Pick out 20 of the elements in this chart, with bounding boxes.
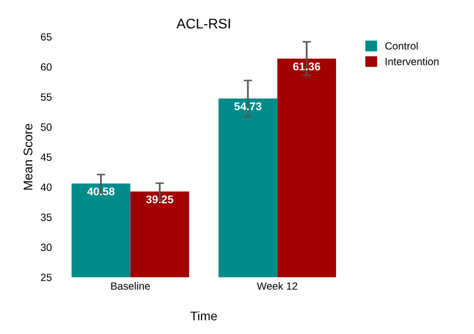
data-label: 54.73	[234, 102, 262, 110]
y-tick-label: 55	[40, 93, 52, 101]
y-tick-label: 25	[40, 274, 52, 282]
data-label: 39.25	[146, 195, 174, 204]
y-tick-label: 65	[40, 33, 52, 41]
y-tick-label: 35	[40, 214, 52, 221]
y-tick-label: 50	[40, 123, 52, 131]
y-tick-label: 30	[40, 244, 52, 252]
legend-label: Intervention	[386, 58, 439, 66]
legend-label: Control	[385, 42, 418, 50]
x-tick-label: Week 12	[256, 282, 298, 290]
y-axis-title: Mean Score	[24, 124, 32, 190]
data-label: 40.58	[87, 187, 115, 196]
x-axis-title: Time	[190, 311, 217, 320]
x-tick-label: Baseline	[111, 282, 150, 290]
data-label: 61.36	[293, 62, 320, 70]
y-tick-label: 45	[40, 154, 52, 161]
chart-title: ACL-RSI	[176, 18, 230, 29]
y-tick-label: 40	[40, 184, 52, 191]
y-tick-label: 60	[40, 63, 52, 71]
